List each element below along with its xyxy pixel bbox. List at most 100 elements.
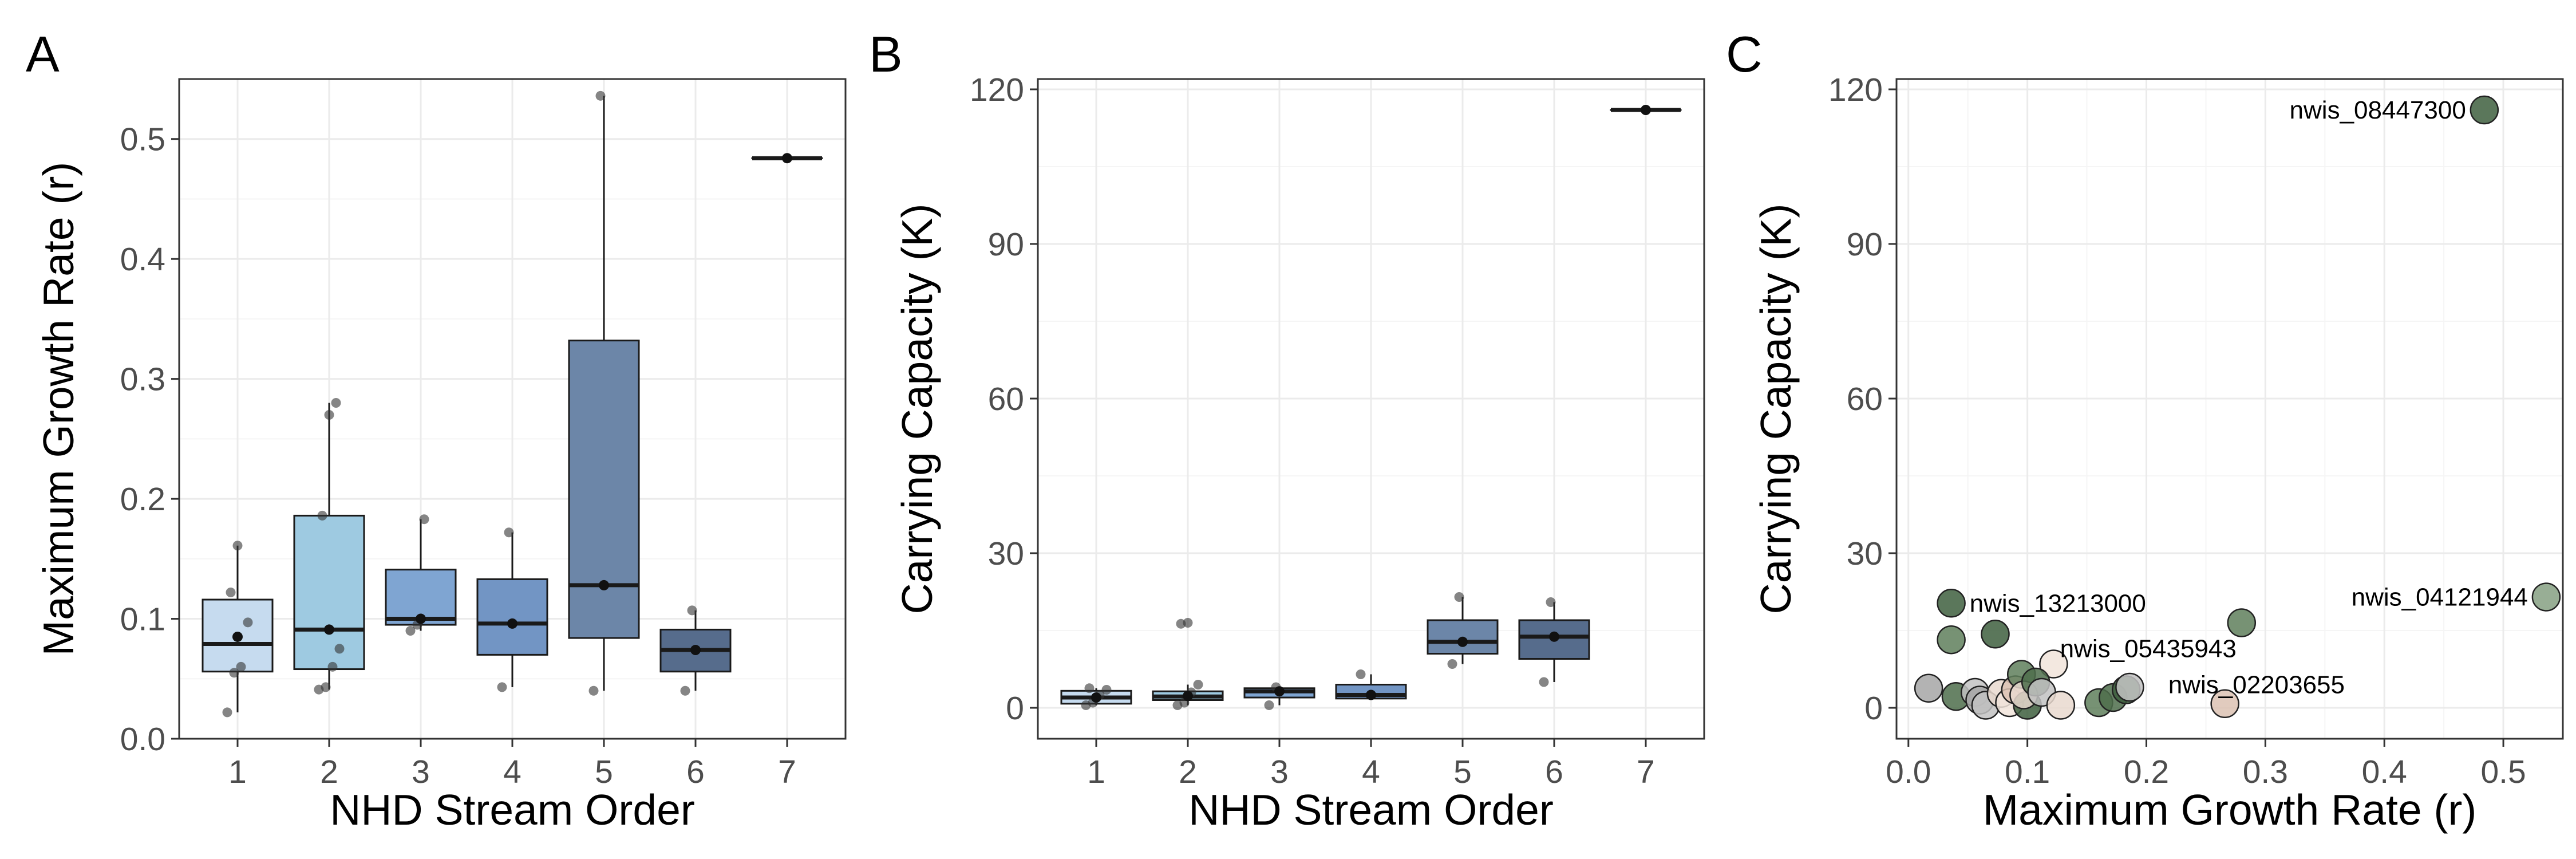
y-tick-label: 0 (1864, 690, 1883, 727)
data-point (1447, 659, 1457, 669)
data-point (229, 668, 239, 678)
data-point (1193, 680, 1203, 689)
scatter-point (1937, 625, 1966, 655)
panel-label: A (26, 26, 60, 82)
x-tick-label: 3 (412, 754, 430, 790)
x-axis-title: Maximum Growth Rate (r) (1983, 786, 2477, 834)
panel-a: 0.0 0.1 0.2 0.3 0.4 0.5 1 2 3 4 5 6 7 NHD Stream Orde… (26, 26, 847, 834)
point-annotation: nwis_04121944 (2352, 584, 2528, 612)
data-point (405, 625, 416, 636)
y-axis-title: Carrying Capacity (K) (893, 204, 941, 614)
point-annotation: nwis_05435943 (2060, 635, 2237, 663)
box-body (568, 340, 640, 639)
box-group-order-7 (751, 153, 823, 164)
mean-point (1183, 691, 1193, 702)
y-tick-label: 0.1 (120, 601, 165, 638)
x-tick-label: 7 (1637, 754, 1655, 790)
mean-point (1366, 689, 1376, 700)
data-point (226, 587, 236, 597)
y-tick-label: 0.2 (120, 481, 165, 518)
y-tick-label: 0.3 (120, 361, 165, 398)
data-point (334, 644, 345, 654)
y-tick-label: 90 (1847, 226, 1883, 263)
x-tick-label: 1 (1087, 754, 1105, 790)
x-tick-label: 7 (778, 754, 796, 790)
x-tick-label: 2 (1179, 754, 1197, 790)
scatter-point (2210, 689, 2239, 719)
mean-point (1274, 686, 1285, 697)
y-tick-label: 0.0 (120, 721, 165, 758)
y-tick-label: 0 (1006, 690, 1024, 727)
x-axis-title: NHD Stream Order (1188, 786, 1554, 834)
panel-border (1895, 78, 2564, 740)
x-tick-label: 0.3 (2243, 754, 2288, 790)
data-point (1264, 700, 1274, 710)
x-tick-label: 2 (320, 754, 338, 790)
data-point (222, 707, 232, 718)
point-annotation: nwis_08447300 (2290, 96, 2466, 124)
y-tick-label: 0.5 (120, 121, 165, 158)
scatter-point (2115, 672, 2144, 702)
scatter-point (2039, 649, 2068, 679)
box-group-order-5 (568, 90, 640, 696)
box-group-order-4 (476, 527, 548, 692)
x-tick-label: 1 (228, 754, 247, 790)
scatter-point (2531, 582, 2561, 612)
data-point (1183, 618, 1193, 628)
data-point (324, 409, 334, 420)
data-point (321, 682, 331, 692)
y-tick-label: 30 (988, 535, 1024, 572)
data-point (497, 682, 507, 692)
y-tick-label: 120 (1828, 72, 1883, 108)
scatter-point (1914, 673, 1943, 703)
x-tick-label: 6 (1545, 754, 1563, 790)
y-tick-label: 30 (1847, 535, 1883, 572)
data-point (595, 90, 606, 101)
data-point (588, 685, 599, 696)
panel-c: nwis_08447300 nwis_04121944 nwis_13213000n… (1726, 26, 2564, 834)
data-point (327, 661, 338, 672)
mean-point (599, 580, 609, 590)
data-point (1084, 683, 1095, 693)
data-point (680, 685, 690, 696)
box-group-order-2 (1152, 618, 1224, 710)
x-tick-label: 4 (503, 754, 521, 790)
mean-point (507, 618, 517, 629)
box-group-order-1 (202, 541, 274, 718)
data-point (317, 510, 327, 521)
box-body (293, 514, 365, 671)
box-body (476, 578, 548, 656)
x-tick-label: 6 (686, 754, 705, 790)
y-tick-label: 120 (970, 72, 1024, 108)
box-group-order-1 (1060, 683, 1132, 710)
mean-point (416, 613, 426, 624)
data-point (419, 514, 429, 525)
box-group-order-3 (385, 514, 457, 636)
data-point (1454, 592, 1464, 602)
scatter-point (2470, 95, 2499, 125)
box-group-order-5 (1427, 592, 1499, 669)
y-tick-label: 60 (988, 381, 1024, 417)
scatter-point (2046, 691, 2076, 720)
x-tick-label: 5 (595, 754, 613, 790)
box-group-order-2 (293, 398, 365, 695)
x-tick-label: 3 (1270, 754, 1289, 790)
data-point (236, 661, 246, 672)
panel-label: B (869, 26, 903, 82)
point-annotation: nwis_02203655 (2168, 671, 2345, 699)
y-axis-title: Carrying Capacity (K) (1752, 204, 1800, 614)
mean-point (690, 645, 701, 656)
mean-point (1457, 636, 1468, 647)
x-tick-label: 0.2 (2124, 754, 2169, 790)
point-annotation: nwis_13213000 (1970, 589, 2146, 617)
data-point (1356, 669, 1366, 679)
mean-point (1091, 692, 1101, 703)
box-group-order-3 (1243, 682, 1315, 710)
panel-label: C (1726, 26, 1763, 82)
panel-b: 0 30 60 90 120 1 2 3 4 5 6 7 NHD Stream Order Carryin… (869, 26, 1705, 834)
y-tick-label: 0.4 (120, 241, 165, 278)
scatter-point (2227, 608, 2257, 637)
data-point (504, 527, 514, 538)
data-point (1539, 677, 1549, 687)
